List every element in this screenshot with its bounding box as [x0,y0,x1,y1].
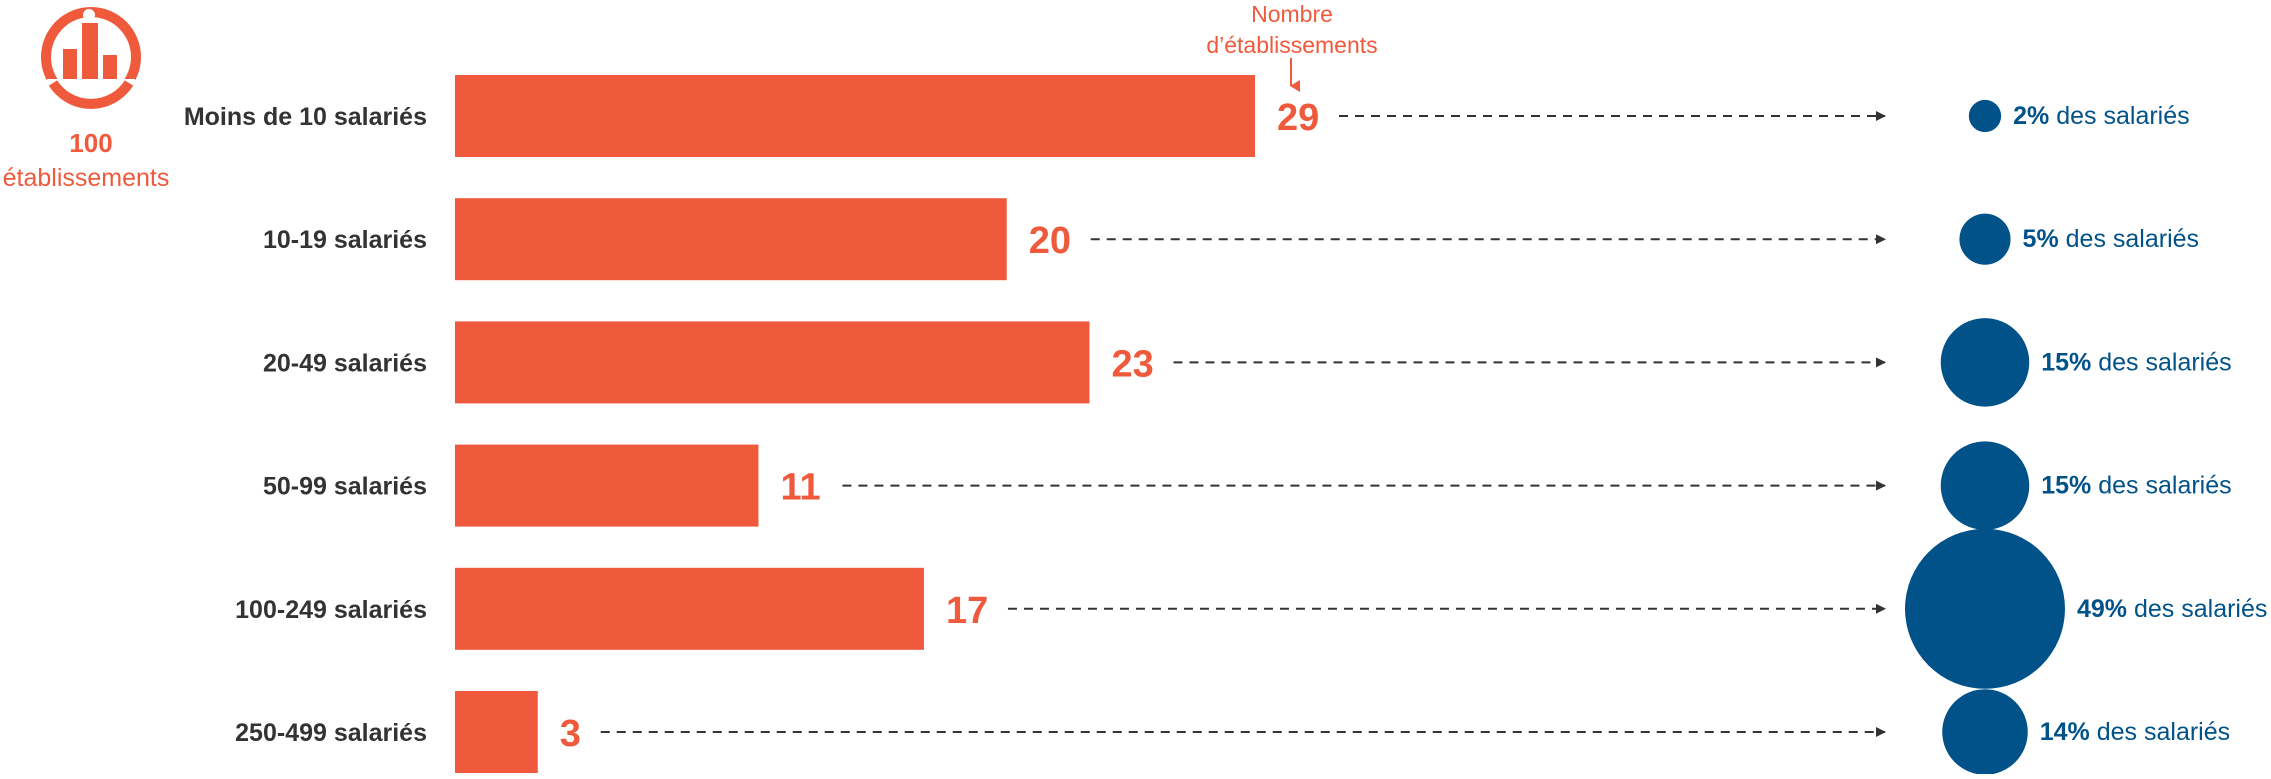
column-note-line2: d’établissements [1206,32,1377,58]
employee-share-suffix: des salariés [2059,225,2199,253]
category-label: 20-49 salariés [263,349,427,377]
bar-row: 10-19 salariés 20 5% des salariés [263,198,2200,281]
employee-share-label: 2% des salariés [2013,102,2190,130]
employee-share-label: 15% des salariés [2041,348,2231,376]
bar-rows: Moins de 10 salariés 29 2% des salariés10-… [184,75,2267,775]
value-label: 3 [560,713,581,755]
bar-row: Moins de 10 salariés 29 2% des salariés [184,75,2190,157]
employee-share-suffix: des salariés [2090,718,2230,746]
employee-share-suffix: des salariés [2049,102,2189,130]
employee-share-suffix: des salariés [2127,595,2267,623]
employee-share-bubble [1968,99,2002,133]
category-label: 100-249 salariés [235,596,427,624]
employee-share-percent: 15% [2041,472,2091,500]
bar [455,75,1255,157]
total-value: 100 [69,128,112,158]
bar [455,321,1090,404]
employee-share-label: 49% des salariés [2077,595,2267,623]
total-block: 100 établissements [3,7,170,192]
employee-share-bubble [1959,213,2011,265]
building-chart-icon [41,7,141,109]
value-label: 17 [946,590,988,632]
value-label: 20 [1029,220,1071,262]
employee-share-bubble [1940,441,2030,530]
employee-share-label: 15% des salariés [2041,472,2231,500]
employee-share-suffix: des salariés [2091,472,2231,500]
employee-share-percent: 2% [2013,102,2049,130]
column-note-line1: Nombre [1251,1,1333,27]
employee-share-bubble [1905,528,2065,689]
bar [455,444,759,527]
employee-share-suffix: des salariés [2091,348,2231,376]
employee-share-bubble [1940,318,2030,407]
category-label: Moins de 10 salariés [184,103,427,131]
value-column-note: Nombre d’établissements [1206,1,1378,92]
category-label: 50-99 salariés [263,473,427,501]
value-label: 29 [1277,97,1319,139]
total-label: établissements [3,164,170,192]
employee-share-percent: 15% [2041,348,2091,376]
category-label: 10-19 salariés [263,226,427,254]
category-label: 250-499 salariés [235,719,427,747]
bar-row: 250-499 salariés 3 14% des salariés [235,689,2230,775]
employee-share-percent: 14% [2040,718,2090,746]
employee-share-label: 14% des salariés [2040,718,2230,746]
value-label: 11 [780,467,820,509]
employee-share-label: 5% des salariés [2023,225,2200,253]
value-label: 23 [1111,343,1153,385]
employee-share-percent: 5% [2023,225,2059,253]
bar [455,691,538,773]
bar-row: 100-249 salariés 17 49% des salariés [235,528,2267,689]
employee-share-percent: 49% [2077,595,2127,623]
bar [455,198,1007,281]
bar-row: 50-99 salariés 11 15% des salariés [263,441,2232,530]
bar [455,567,924,650]
employee-share-bubble [1942,689,2028,775]
bar-row: 20-49 salariés 23 15% des salariés [263,318,2232,407]
